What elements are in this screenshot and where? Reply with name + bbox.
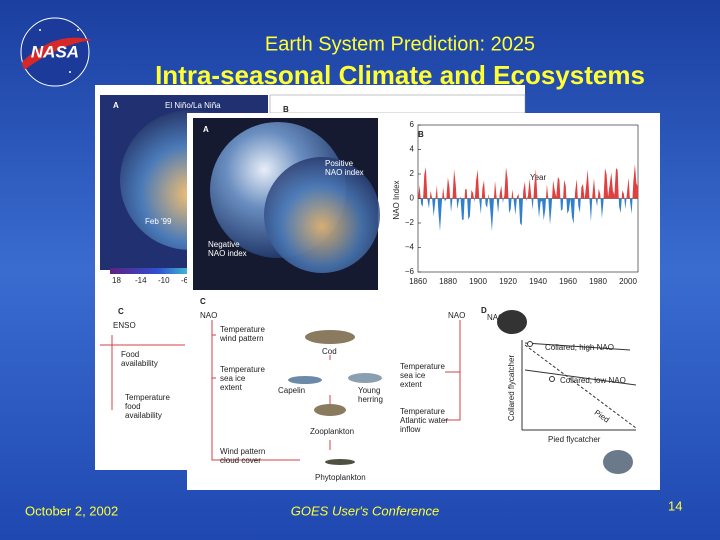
footer-conference: GOES User's Conference [291, 503, 439, 518]
label: Young [358, 386, 380, 395]
label: Wind pattern [220, 447, 265, 456]
label: A [203, 125, 209, 134]
label: C [200, 297, 206, 306]
label: Atlantic water [400, 416, 448, 425]
label: sea ice [400, 371, 426, 380]
label: B [283, 105, 289, 114]
bird-icon [497, 310, 527, 334]
y-tick-label: −4 [405, 243, 415, 252]
label: herring [358, 395, 383, 404]
label: Pied flycatcher [548, 435, 601, 444]
label: NAO index [325, 168, 364, 177]
x-tick-label: 1860 [409, 277, 427, 286]
label: Temperature [400, 407, 445, 416]
label: Collared flycatcher [507, 355, 516, 422]
label: ENSO [113, 321, 136, 330]
label: Temperature [125, 393, 170, 402]
label: extent [400, 380, 423, 389]
nasa-logo: NASA [20, 17, 92, 87]
colorbar-label: -14 [135, 276, 147, 285]
label: Temperature [220, 365, 265, 374]
axis-label: Year [530, 173, 547, 182]
label: D [481, 306, 487, 315]
label: B [418, 130, 424, 139]
label: Feb '99 [145, 217, 172, 226]
y-tick-label: 0 [410, 194, 415, 203]
x-tick-label: 1880 [439, 277, 457, 286]
label: Collared, high NAO [545, 343, 614, 352]
y-tick-label: −6 [405, 267, 415, 276]
x-tick-label: 1980 [589, 277, 607, 286]
label: Collared, low NAO [560, 376, 626, 385]
colorbar-label: -6 [181, 276, 189, 285]
marker [549, 376, 555, 382]
label: NAO [448, 311, 465, 320]
y-tick-label: 2 [410, 169, 415, 178]
x-tick-label: 2000 [619, 277, 637, 286]
trace-negative [418, 198, 638, 232]
bird-icon [603, 450, 633, 474]
trace-positive [418, 164, 638, 199]
globe-negative [264, 157, 380, 273]
colorbar-label: 18 [112, 276, 121, 285]
label: Temperature [400, 362, 445, 371]
slide-subtitle: Intra-seasonal Climate and Ecosystems [155, 60, 645, 90]
marker [527, 341, 533, 347]
label: Capelin [278, 386, 305, 395]
label: cloud cover [220, 456, 261, 465]
label: food [125, 402, 141, 411]
label: Negative [208, 240, 240, 249]
x-tick-label: 1920 [499, 277, 517, 286]
y-tick-label: 4 [410, 145, 415, 154]
trend [524, 342, 631, 351]
label: Food [121, 350, 139, 359]
trend [524, 344, 637, 429]
label: Zooplankton [310, 427, 354, 436]
label: NAO index [208, 249, 247, 258]
label: availability [125, 411, 162, 420]
food-web-arrows [211, 320, 461, 461]
x-tick-label: 1940 [529, 277, 547, 286]
slide-title: Earth System Prediction: 2025 [265, 33, 535, 55]
label: sea ice [220, 374, 246, 383]
panel-c-bg [193, 293, 476, 488]
label: wind pattern [219, 334, 264, 343]
y-tick-label: 6 [410, 120, 415, 129]
label: Cod [322, 347, 337, 356]
x-tick-label: 1960 [559, 277, 577, 286]
logo-text: NASA [31, 42, 79, 61]
axis-label: NAO Index [392, 180, 401, 219]
page-number: 14 [668, 498, 682, 513]
label: inflow [400, 425, 421, 434]
label: NAO [200, 311, 217, 320]
trend [524, 369, 637, 386]
fish-icons [288, 330, 382, 465]
label: C [118, 307, 124, 316]
label: NAO [487, 313, 504, 322]
label: Positive [325, 159, 354, 168]
label: Temperature [220, 325, 265, 334]
label: El Niño/La Niña [165, 101, 221, 110]
x-tick-label: 1900 [469, 277, 487, 286]
y-tick-label: −2 [405, 218, 415, 227]
colorbar-label: -10 [158, 276, 170, 285]
label: A [113, 101, 119, 110]
footer-date: October 2, 2002 [25, 503, 118, 518]
label: Phytoplankton [315, 473, 366, 482]
label: extent [220, 383, 243, 392]
label: availability [121, 359, 158, 368]
